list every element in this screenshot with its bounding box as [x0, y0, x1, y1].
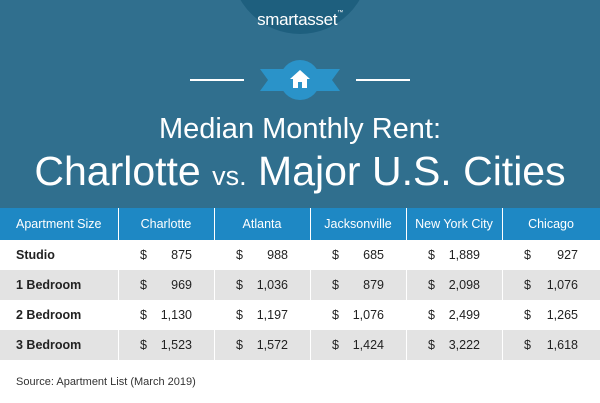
column-divider [118, 208, 119, 360]
rent-cell: $879 [332, 270, 384, 300]
rent-value: 1,424 [352, 338, 384, 352]
rent-value: 969 [171, 278, 192, 292]
table-row: 2 Bedroom $1,130 $1,197 $1,076 $2,499 $1,265 [0, 300, 600, 330]
rent-cell: $1,572 [236, 330, 288, 360]
home-icon [280, 60, 320, 100]
rent-value: 1,265 [546, 308, 578, 322]
currency-symbol: $ [332, 338, 339, 352]
currency-symbol: $ [332, 308, 339, 322]
currency-symbol: $ [524, 338, 531, 352]
rent-cell: $1,197 [236, 300, 288, 330]
header-banner: smartasset™ Median Monthly Rent: Charlot… [0, 0, 600, 208]
source-note: Source: Apartment List (March 2019) [16, 376, 196, 388]
row-label: 3 Bedroom [16, 338, 82, 352]
currency-symbol: $ [428, 308, 435, 322]
currency-symbol: $ [428, 278, 435, 292]
rent-value: 875 [171, 248, 192, 262]
column-header-jacksonville: Jacksonville [324, 217, 392, 231]
column-header-new-york-city: New York City [415, 217, 493, 231]
column-header-chicago: Chicago [528, 217, 574, 231]
rent-value: 2,098 [448, 278, 480, 292]
title-line-2: Charlotte vs. Major U.S. Cities [34, 148, 566, 194]
rent-value: 1,572 [256, 338, 288, 352]
rent-cell: $1,523 [140, 330, 192, 360]
currency-symbol: $ [428, 338, 435, 352]
rent-value: 1,076 [352, 308, 384, 322]
column-divider [406, 208, 407, 360]
currency-symbol: $ [524, 308, 531, 322]
currency-symbol: $ [332, 278, 339, 292]
currency-symbol: $ [524, 248, 531, 262]
currency-symbol: $ [236, 308, 243, 322]
currency-symbol: $ [140, 308, 147, 322]
currency-symbol: $ [524, 278, 531, 292]
currency-symbol: $ [236, 278, 243, 292]
column-header-apartment-size: Apartment Size [16, 217, 102, 231]
currency-symbol: $ [332, 248, 339, 262]
column-divider [310, 208, 311, 360]
rent-cell: $1,424 [332, 330, 384, 360]
currency-symbol: $ [236, 248, 243, 262]
table-row: 3 Bedroom $1,523 $1,572 $1,424 $3,222 $1,618 [0, 330, 600, 360]
row-label: 2 Bedroom [16, 308, 82, 322]
table-row: Studio $875 $988 $685 $1,889 $927 [0, 240, 600, 270]
rent-value: 2,499 [448, 308, 480, 322]
rent-value: 1,130 [160, 308, 192, 322]
rent-value: 1,076 [546, 278, 578, 292]
rent-value: 1,618 [546, 338, 578, 352]
rent-cell: $1,889 [428, 240, 480, 270]
rent-cell: $2,499 [428, 300, 480, 330]
rent-cell: $875 [140, 240, 192, 270]
rent-cell: $927 [524, 240, 578, 270]
column-header-atlanta: Atlanta [242, 217, 282, 231]
rent-cell: $1,076 [524, 270, 578, 300]
rent-value: 988 [267, 248, 288, 262]
currency-symbol: $ [140, 338, 147, 352]
currency-symbol: $ [140, 278, 147, 292]
rent-cell: $1,265 [524, 300, 578, 330]
rent-cell: $685 [332, 240, 384, 270]
rent-cell: $2,098 [428, 270, 480, 300]
column-divider [502, 208, 503, 360]
currency-symbol: $ [236, 338, 243, 352]
column-header-charlotte: Charlotte [140, 217, 192, 231]
table-header: Apartment Size Charlotte Atlanta Jackson… [0, 208, 600, 240]
rent-cell: $3,222 [428, 330, 480, 360]
rent-cell: $969 [140, 270, 192, 300]
row-label: 1 Bedroom [16, 278, 82, 292]
rent-value: 1,197 [256, 308, 288, 322]
rent-cell: $1,618 [524, 330, 578, 360]
currency-symbol: $ [140, 248, 147, 262]
rent-value: 927 [557, 248, 578, 262]
rent-value: 3,222 [448, 338, 480, 352]
rent-value: 685 [363, 248, 384, 262]
rent-cell: $1,130 [140, 300, 192, 330]
column-divider [214, 208, 215, 360]
rent-cell: $988 [236, 240, 288, 270]
rent-value: 1,523 [160, 338, 192, 352]
rent-value: 879 [363, 278, 384, 292]
rent-value: 1,036 [256, 278, 288, 292]
table-row: 1 Bedroom $969 $1,036 $879 $2,098 $1,076 [0, 270, 600, 300]
rent-cell: $1,076 [332, 300, 384, 330]
brand-logo: smartasset™ [257, 10, 343, 29]
divider-right [356, 79, 410, 81]
rent-cell: $1,036 [236, 270, 288, 300]
currency-symbol: $ [428, 248, 435, 262]
rent-value: 1,889 [448, 248, 480, 262]
title-line-1: Median Monthly Rent: [158, 113, 442, 145]
divider-left [190, 79, 244, 81]
row-label: Studio [16, 248, 55, 262]
